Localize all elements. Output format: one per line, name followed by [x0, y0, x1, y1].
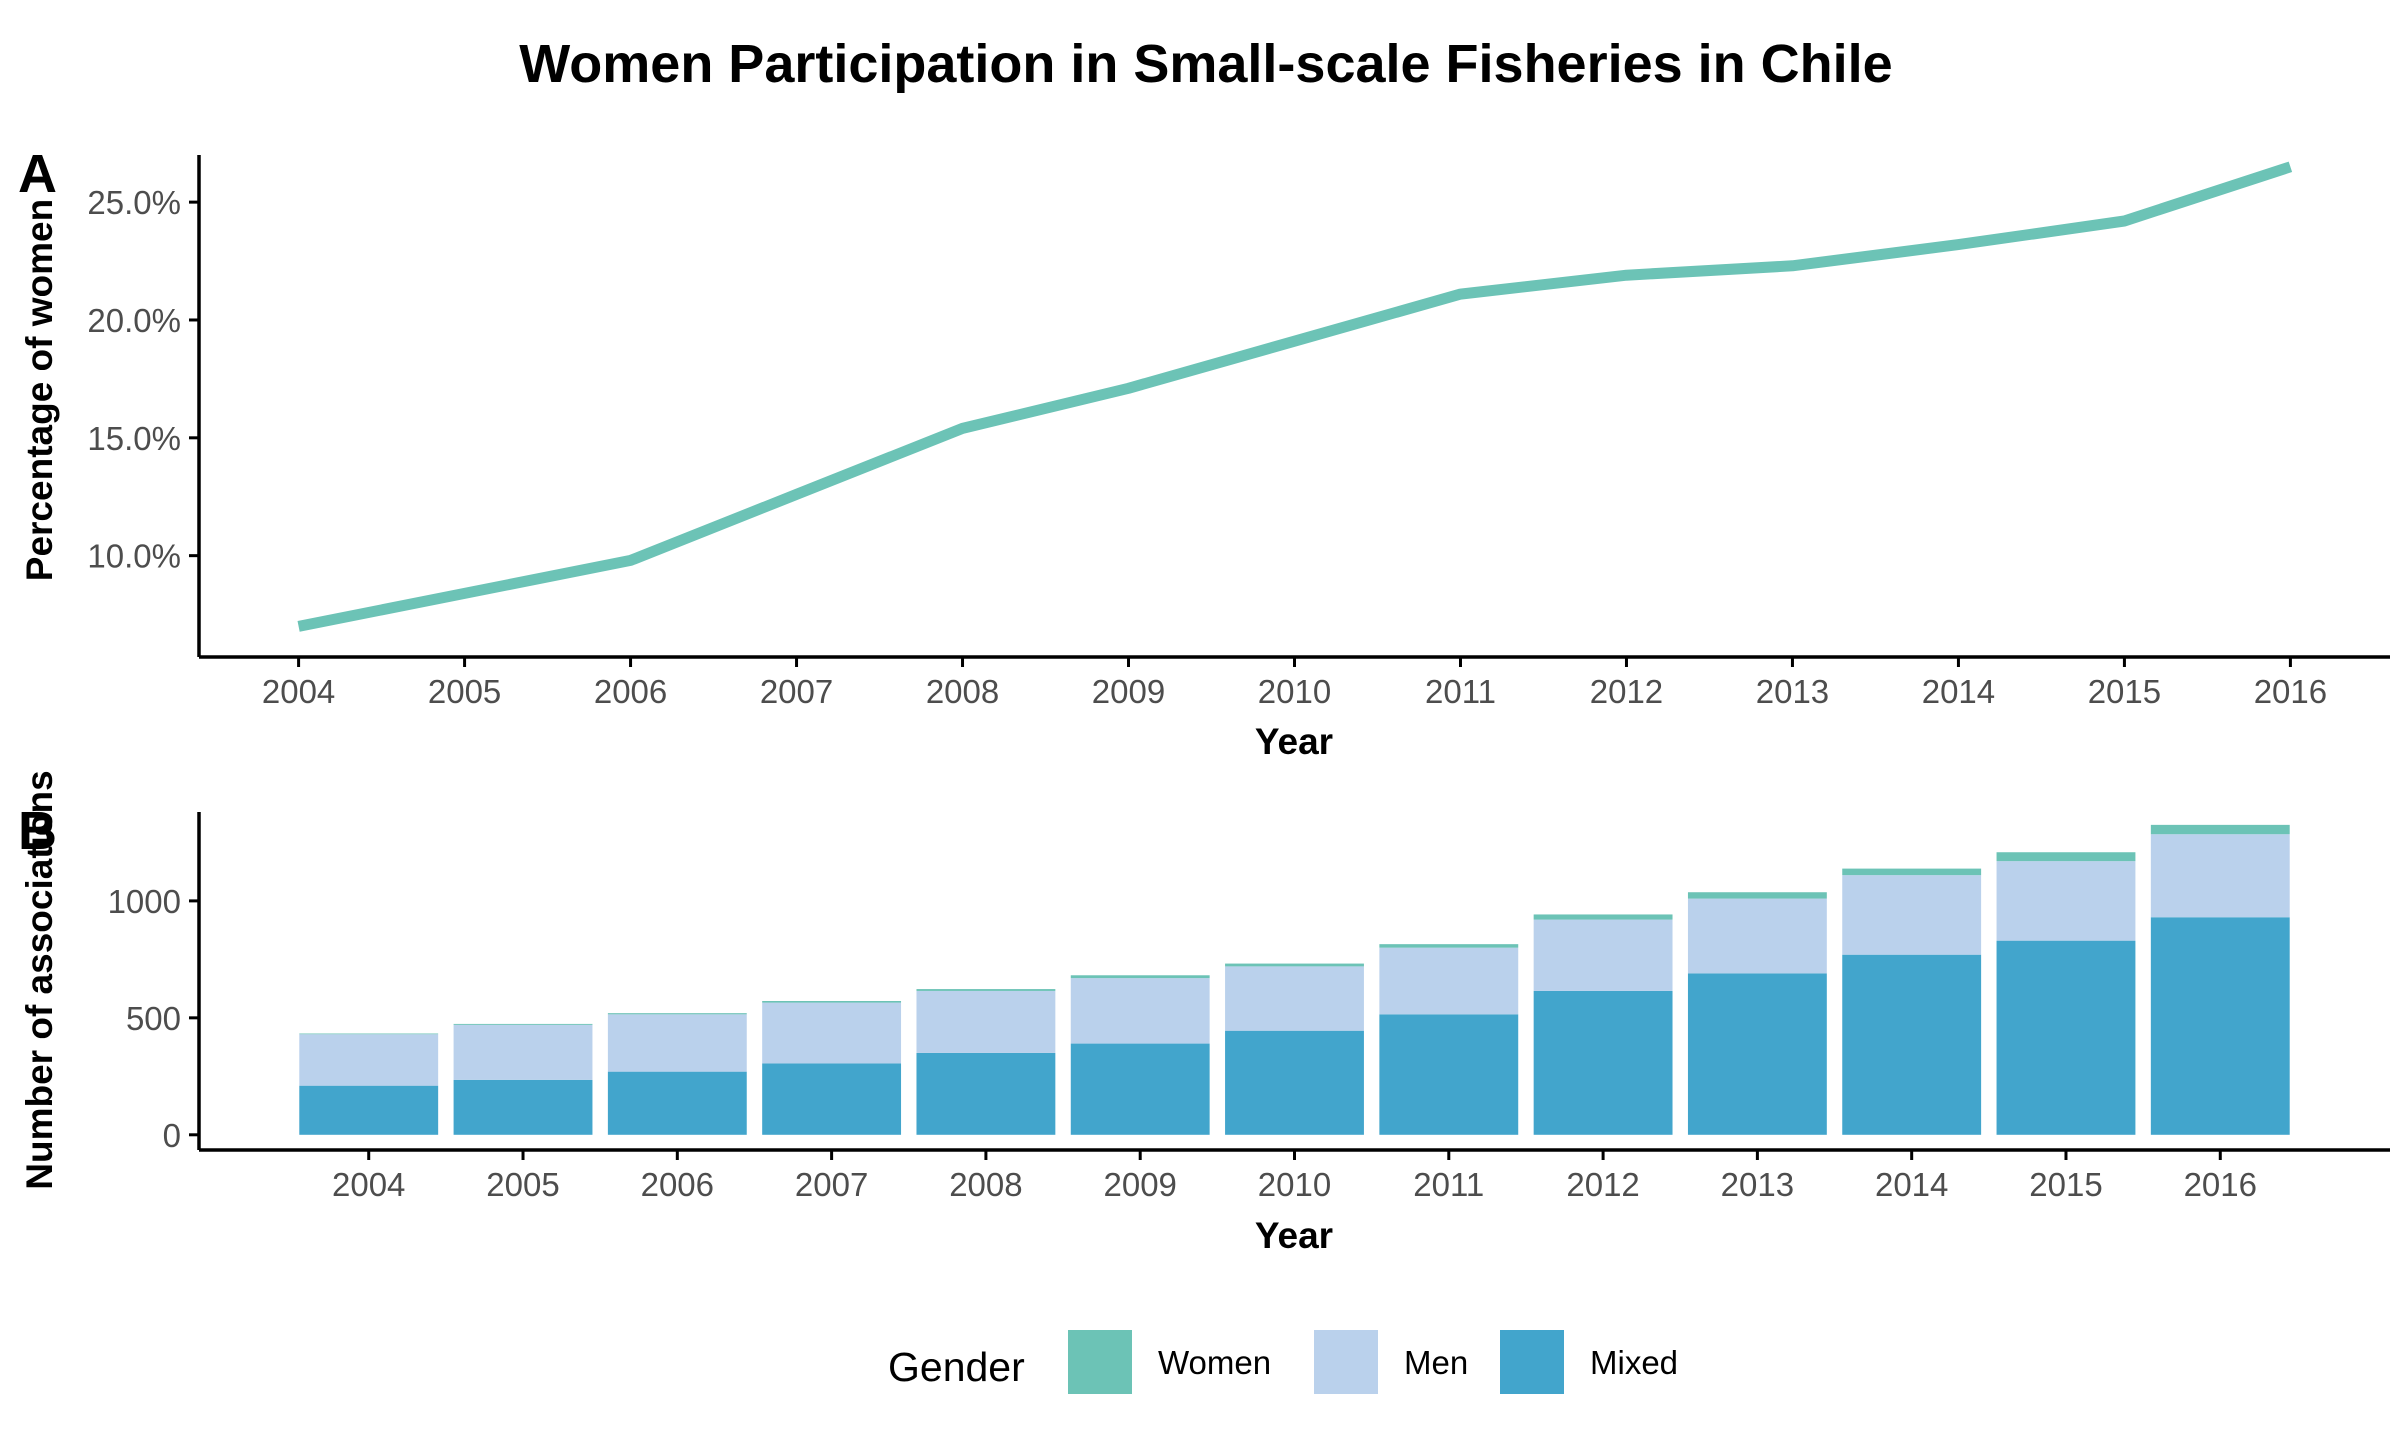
- panel-a-x-tick-label: 2004: [262, 673, 335, 710]
- legend-label-men: Men: [1404, 1344, 1468, 1381]
- panel-a-x-tick-label: 2011: [1425, 673, 1496, 710]
- panel-b-x-tick-label: 2011: [1413, 1166, 1484, 1203]
- bar-women-2013: [1687, 892, 1827, 899]
- bar-men-2009: [1070, 978, 1210, 1044]
- panel-a-x-tick-label: 2008: [926, 673, 999, 710]
- panel-b-x-tick-label: 2012: [1566, 1166, 1639, 1203]
- bar-men-2004: [299, 1034, 439, 1086]
- bar-men-2016: [2150, 834, 2290, 918]
- panel-b-x-tick-label: 2009: [1103, 1166, 1176, 1203]
- bar-men-2011: [1379, 947, 1519, 1015]
- legend-label-women: Women: [1158, 1344, 1271, 1381]
- bar-men-2005: [453, 1024, 593, 1080]
- panel-b-x-tick-label: 2007: [795, 1166, 868, 1203]
- bar-men-2012: [1533, 919, 1673, 991]
- panel-a-y-tick-label: 10.0%: [87, 538, 181, 575]
- panel-a-x-axis-title: Year: [1255, 721, 1333, 762]
- panel-a-x-tick-label: 2006: [594, 673, 667, 710]
- bar-women-2016: [2150, 824, 2290, 835]
- bar-men-2006: [607, 1014, 747, 1072]
- panel-b-x-tick-label: 2016: [2184, 1166, 2257, 1203]
- legend-swatch-mixed: [1500, 1330, 1564, 1394]
- bar-women-2011: [1379, 944, 1519, 948]
- panel-a-x-tick-label: 2007: [760, 673, 833, 710]
- bar-women-2007: [762, 1000, 902, 1003]
- bar-men-2014: [1842, 875, 1982, 955]
- legend-item-men: Men: [1314, 1330, 1468, 1394]
- panel-a-x-tick-label: 2009: [1092, 673, 1165, 710]
- panel-a-y-tick-label: 20.0%: [87, 302, 181, 339]
- panel-b-x-tick-label: 2008: [949, 1166, 1022, 1203]
- panel-a-series-line: [297, 161, 2293, 632]
- bar-mixed-2012: [1533, 990, 1673, 1135]
- panel-a-tag: A: [18, 144, 57, 204]
- bar-mixed-2006: [607, 1071, 747, 1135]
- chart-title: Women Participation in Small-scale Fishe…: [519, 34, 1892, 94]
- bar-mixed-2008: [916, 1052, 1056, 1135]
- bar-men-2013: [1687, 898, 1827, 974]
- bar-mixed-2010: [1225, 1030, 1364, 1135]
- bar-women-2008: [916, 989, 1056, 991]
- panel-b-y-tick-label: 500: [126, 1000, 181, 1037]
- legend-item-women: Women: [1068, 1330, 1271, 1394]
- panel-a-y-axis-title: Percentage of women: [19, 199, 60, 581]
- bar-mixed-2015: [1996, 940, 2136, 1135]
- legend-item-mixed: Mixed: [1500, 1330, 1678, 1394]
- panel-a-x-tick-label: 2016: [2254, 673, 2327, 710]
- panel-b-x-tick-label: 2004: [332, 1166, 405, 1203]
- bar-men-2015: [1996, 861, 2136, 941]
- panel-b-x-tick-label: 2014: [1875, 1166, 1948, 1203]
- panel-a-x-tick-label: 2005: [428, 673, 501, 710]
- bar-women-2015: [1996, 852, 2136, 862]
- panel-a-y-tick-label: 25.0%: [87, 184, 181, 221]
- panel-a-x-tick-label: 2013: [1756, 673, 1829, 710]
- bar-women-2004: [299, 1033, 439, 1035]
- legend-swatch-men: [1314, 1330, 1378, 1394]
- panel-b-tag: B: [18, 801, 57, 861]
- bar-mixed-2009: [1070, 1043, 1210, 1135]
- panel-b-x-tick-label: 2010: [1258, 1166, 1331, 1203]
- panel-b-x-tick-label: 2006: [641, 1166, 714, 1203]
- legend: Gender Women Men Mixed: [888, 1330, 1678, 1394]
- panel-b-y-tick-label: 0: [163, 1117, 181, 1154]
- bar-women-2014: [1842, 868, 1982, 876]
- bar-men-2010: [1225, 966, 1364, 1031]
- bar-mixed-2016: [2150, 917, 2290, 1135]
- bar-mixed-2011: [1379, 1014, 1519, 1135]
- panel-b-x-axis-title: Year: [1255, 1215, 1333, 1256]
- panel-b-y-tick-label: 1000: [108, 883, 181, 920]
- bar-women-2009: [1070, 975, 1210, 979]
- bar-mixed-2005: [453, 1079, 593, 1135]
- panel-b-x-tick-label: 2015: [2029, 1166, 2102, 1203]
- bar-mixed-2004: [299, 1085, 439, 1135]
- legend-label-mixed: Mixed: [1590, 1344, 1678, 1381]
- panel-b-x-tick-label: 2005: [486, 1166, 559, 1203]
- bar-women-2005: [453, 1023, 593, 1025]
- panel-b-y-axis-title: Number of associations: [19, 770, 60, 1189]
- panel-a: A Percentage of women Year 10.0% 15.0% 20.…: [18, 144, 2390, 762]
- panel-b: B Number of associations Year 0 500 1000 2…: [18, 770, 2390, 1256]
- bar-mixed-2013: [1687, 973, 1827, 1135]
- bar-women-2010: [1225, 963, 1364, 967]
- bar-mixed-2007: [762, 1063, 902, 1135]
- panel-a-x-tick-label: 2012: [1590, 673, 1663, 710]
- bar-women-2012: [1533, 914, 1673, 920]
- panel-a-x-tick-label: 2015: [2088, 673, 2161, 710]
- legend-title: Gender: [888, 1344, 1025, 1390]
- bar-men-2008: [916, 990, 1056, 1053]
- panel-a-y-tick-label: 15.0%: [87, 420, 181, 457]
- legend-swatch-women: [1068, 1330, 1132, 1394]
- panel-b-x-tick-label: 2013: [1721, 1166, 1794, 1203]
- panel-a-x-tick-label: 2010: [1258, 673, 1331, 710]
- bar-mixed-2014: [1842, 954, 1982, 1135]
- bar-men-2007: [762, 1002, 902, 1064]
- bar-women-2006: [607, 1013, 747, 1015]
- panel-a-x-tick-label: 2014: [1922, 673, 1995, 710]
